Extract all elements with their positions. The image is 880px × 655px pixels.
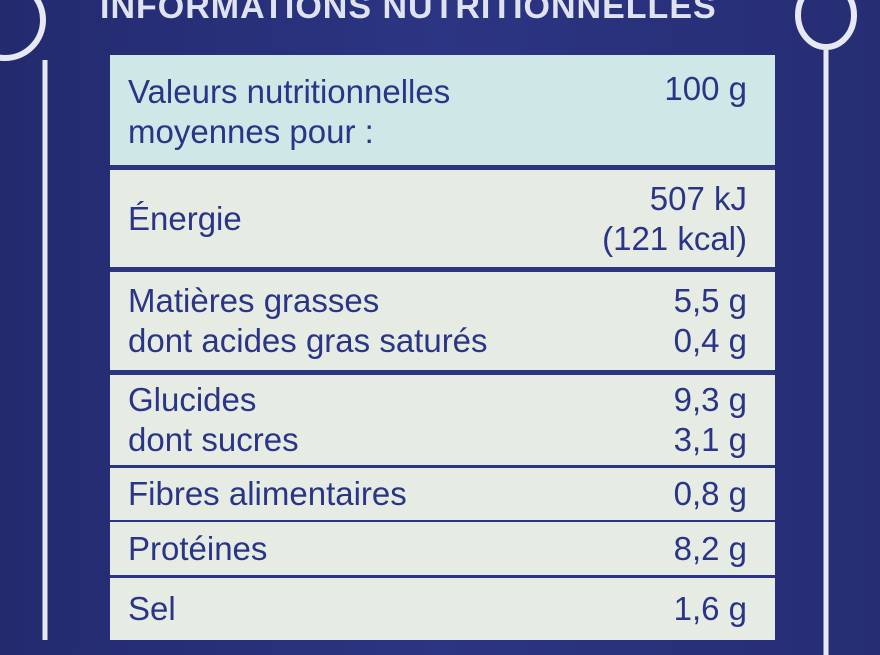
table-row: Glucides dont sucres 9,3 g 3,1 g <box>110 375 775 465</box>
table-row: Sel 1,6 g <box>110 578 775 640</box>
nutrient-label: Protéines <box>128 529 268 567</box>
nutrient-value: 3,1 g <box>673 421 747 458</box>
table-row: Fibres alimentaires 0,8 g <box>110 468 775 520</box>
table-row: Énergie 507 kJ (121 kcal) <box>110 170 775 267</box>
nutrient-value: 0,4 g <box>673 322 747 359</box>
nutrient-label: Glucides <box>128 381 257 418</box>
title: INFORMATIONS NUTRITIONNELLES <box>100 0 717 26</box>
header-row: Valeurs nutritionnelles moyennes pour : 10… <box>110 55 775 165</box>
nutrition-table: Valeurs nutritionnelles moyennes pour : 10… <box>110 55 775 640</box>
round-mark <box>0 0 46 61</box>
table-row: Matières grasses dont acides gras saturés… <box>110 272 775 370</box>
nutrient-value: 0,8 g <box>673 475 747 512</box>
nutrient-value: 8,2 g <box>673 529 747 567</box>
nutrient-value: 507 kJ <box>649 179 747 217</box>
nutrient-value: 5,5 g <box>673 282 747 319</box>
nutrient-label: Sel <box>128 590 176 627</box>
emblem <box>795 0 857 50</box>
nutrient-label: Énergie <box>128 199 242 237</box>
nutrient-value: 100 g <box>664 70 747 107</box>
nutrient-value: 1,6 g <box>673 590 747 627</box>
nutrient-label: Matières grasses <box>128 282 380 319</box>
nutrient-value: (121 kcal) <box>602 219 747 257</box>
nutrient-label: moyennes pour : <box>128 113 374 150</box>
nutrient-label: dont sucres <box>128 421 299 458</box>
nutrient-label: Fibres alimentaires <box>128 475 407 512</box>
nutrient-label: dont acides gras saturés <box>128 322 488 359</box>
nutrient-value: 9,3 g <box>673 381 747 418</box>
nutrient-label: Valeurs nutritionnelles <box>128 73 451 110</box>
table-row: Protéines 8,2 g <box>110 522 775 575</box>
